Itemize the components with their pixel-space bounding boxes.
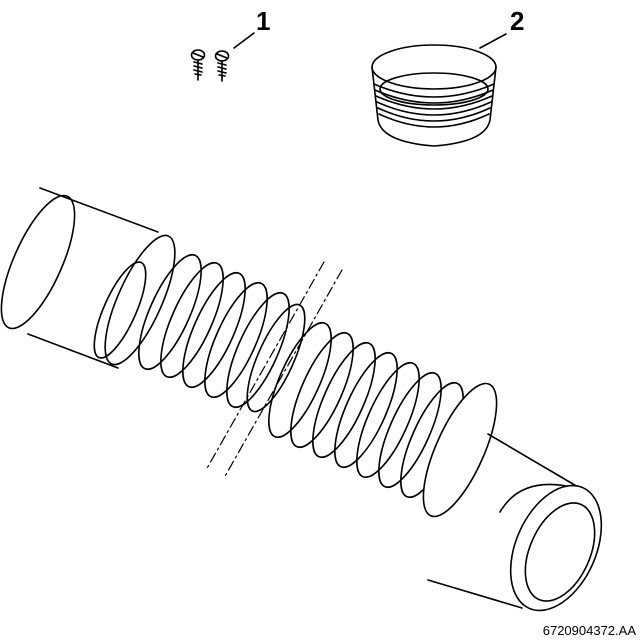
leader-line-2 (479, 33, 507, 49)
break-lines (205, 261, 343, 479)
screw-right (214, 50, 230, 82)
part-code-label: 6720904372.AA (542, 623, 636, 638)
screw-pair (190, 32, 255, 82)
corrugations-left (138, 253, 306, 413)
adapter-ring (371, 33, 507, 147)
callout-number-2: 2 (510, 6, 525, 36)
flexible-hose (0, 187, 603, 612)
callout-number-1: 1 (256, 6, 271, 36)
leader-line-1 (233, 32, 255, 49)
screw-left (190, 49, 206, 81)
corrugations-right (268, 321, 464, 499)
